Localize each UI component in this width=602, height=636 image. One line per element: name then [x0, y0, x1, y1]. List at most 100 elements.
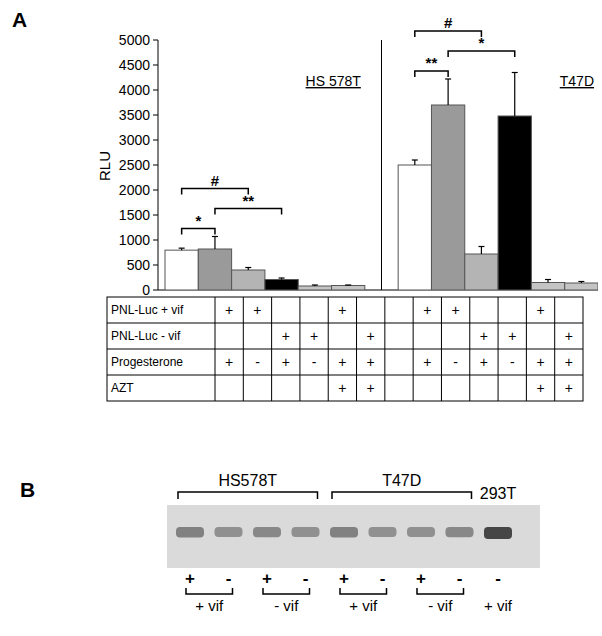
table-col-line — [215, 297, 216, 401]
table-cell: + — [536, 354, 544, 370]
y-tick — [153, 40, 158, 41]
table-cell: + — [367, 328, 375, 344]
lane-sign: + — [416, 569, 426, 588]
table-cell: + — [338, 380, 346, 396]
lane-sign: + — [262, 569, 272, 588]
table-col-line — [441, 297, 442, 401]
bar — [565, 283, 598, 290]
bar — [332, 286, 365, 291]
table-row-line — [107, 349, 583, 350]
table-col-line — [554, 297, 555, 401]
error-line — [481, 247, 482, 255]
y-tick — [153, 165, 158, 166]
y-tick-label: 500 — [127, 257, 151, 273]
error-cap — [445, 78, 451, 79]
vif-bracket — [186, 588, 233, 594]
significance-bracket: * — [448, 34, 515, 57]
table-cell: + — [225, 302, 233, 318]
table-cell: + — [565, 380, 573, 396]
bar — [165, 250, 198, 290]
error-bar — [512, 73, 518, 117]
panel-label: B — [20, 478, 35, 501]
y-tick-label: 2500 — [119, 157, 150, 173]
error-line — [214, 237, 215, 250]
band — [176, 527, 204, 537]
table-border — [107, 297, 583, 401]
group-label: HS 578T — [306, 73, 362, 89]
y-tick-label: 4500 — [119, 57, 150, 73]
cell-line-bracket — [332, 492, 472, 499]
table-col-line — [498, 297, 499, 401]
bar — [398, 165, 431, 290]
lane-sign: + — [185, 569, 195, 588]
y-tick-label: 0 — [142, 282, 150, 298]
cell-line-label: HS578T — [218, 472, 277, 489]
table-cell: + — [253, 302, 261, 318]
y-axis-label: RLU — [96, 151, 113, 181]
band — [330, 527, 358, 537]
table-col-line — [356, 297, 357, 401]
significance-bracket: ** — [415, 54, 448, 77]
significance-bracket: # — [182, 172, 249, 195]
vif-bracket — [417, 588, 464, 594]
y-tick-label: 1500 — [119, 207, 150, 223]
error-cap — [312, 284, 318, 285]
y-tick-label: 1000 — [119, 232, 150, 248]
table-cell: + — [310, 328, 318, 344]
lane-sign: - — [226, 569, 232, 588]
significance-bracket: * — [182, 212, 215, 235]
lane-sign: - — [457, 569, 463, 588]
table-cell: + — [367, 380, 375, 396]
vif-bracket — [340, 588, 387, 594]
error-cap — [578, 281, 584, 282]
table-cell: + — [480, 354, 488, 370]
table-row-label: PNL-Luc - vif — [111, 329, 181, 343]
band — [407, 527, 435, 537]
error-bar — [345, 285, 351, 287]
bar — [498, 116, 531, 290]
significance-label: # — [444, 14, 453, 31]
group-label: T47D — [560, 73, 594, 89]
table-col-line — [469, 297, 470, 401]
error-bar — [245, 268, 251, 271]
bar — [465, 254, 498, 290]
error-bar — [445, 79, 451, 105]
table-cell: + — [536, 302, 544, 318]
table-col-line — [526, 297, 527, 401]
table-cell: - — [510, 354, 515, 370]
table-cell: + — [282, 328, 290, 344]
table-cell: + — [480, 328, 488, 344]
condition-table: PNL-Luc + vif++++++PNL-Luc - vif++++++Pr… — [107, 297, 583, 401]
table-cell: + — [423, 302, 431, 318]
table-cell: - — [312, 354, 317, 370]
error-cap — [478, 246, 484, 247]
band — [484, 527, 512, 539]
table-col-line — [299, 297, 300, 401]
error-cap — [179, 248, 185, 249]
y-tick — [153, 115, 158, 116]
significance-label: ** — [426, 54, 438, 71]
table-col-line — [413, 297, 414, 401]
bracket-line — [415, 71, 448, 77]
vif-bracket — [263, 588, 310, 594]
error-line — [514, 73, 515, 117]
y-tick — [153, 215, 158, 216]
error-bar — [212, 237, 218, 250]
lane-sign: - — [303, 569, 309, 588]
table-cell: + — [452, 302, 460, 318]
table-row-line — [107, 375, 583, 376]
y-tick — [153, 290, 158, 291]
bar — [531, 283, 564, 291]
y-tick — [153, 240, 158, 241]
table-col-line — [328, 297, 329, 401]
panel-label: A — [12, 8, 27, 31]
significance-bracket: ** — [215, 192, 282, 215]
error-bar — [545, 280, 551, 283]
table-cell: - — [255, 354, 260, 370]
y-tick-label: 4000 — [119, 82, 150, 98]
bar-chart: 0500100015002000250030003500400045005000… — [96, 14, 598, 298]
band — [215, 527, 243, 537]
error-cap — [279, 277, 285, 278]
band — [446, 527, 474, 537]
table-row-line — [107, 323, 583, 324]
